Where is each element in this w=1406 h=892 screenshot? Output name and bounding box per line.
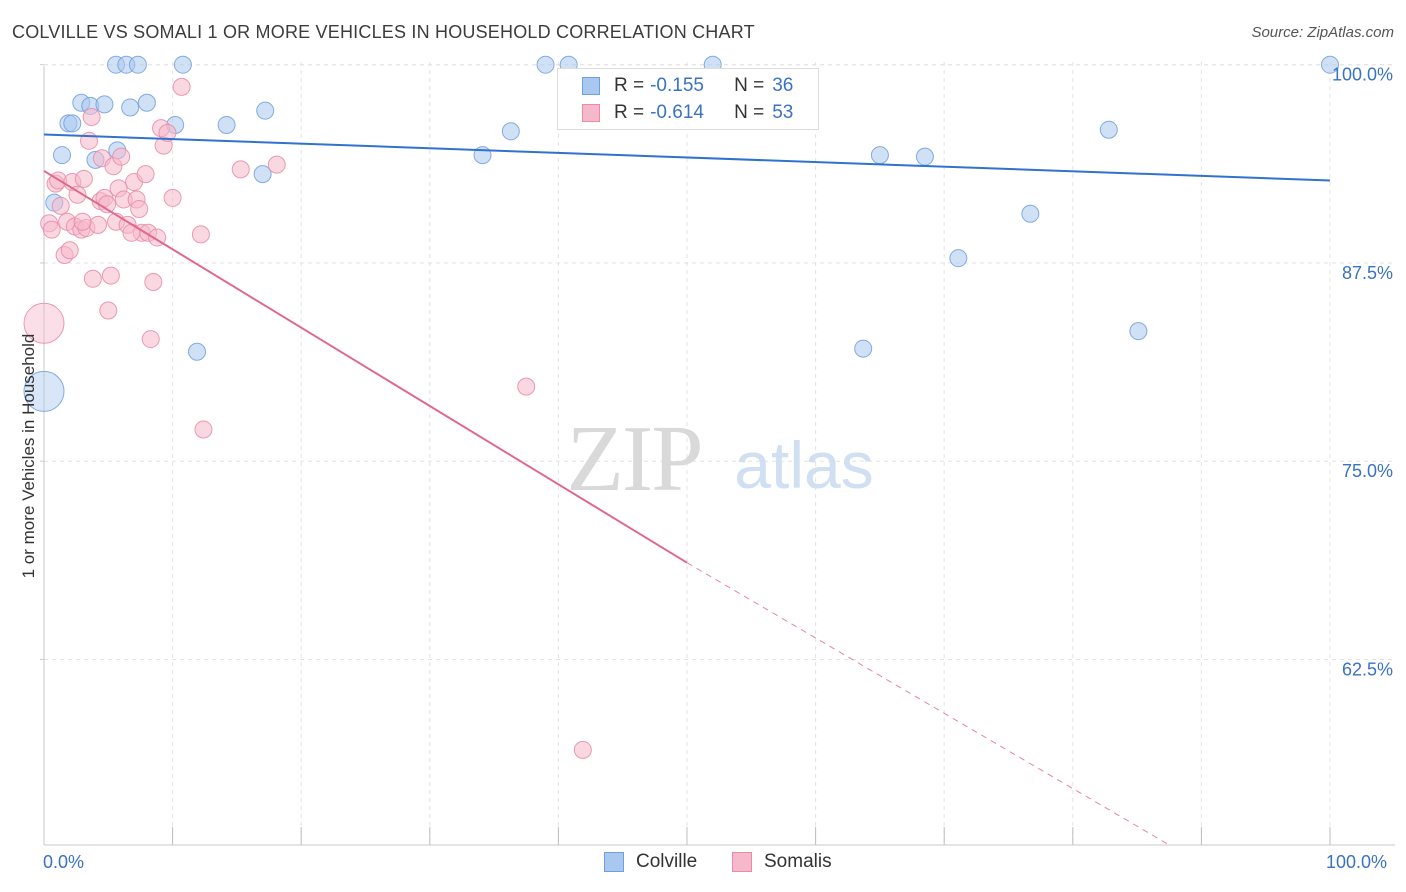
somali-point xyxy=(80,131,99,150)
legend-r-label: R = xyxy=(614,102,645,123)
somali-point xyxy=(74,169,93,188)
y-tick-label: 75.0% xyxy=(1342,461,1393,481)
watermark-zip: ZIP xyxy=(567,407,702,511)
chart-title: COLVILLE VS SOMALI 1 OR MORE VEHICLES IN… xyxy=(12,22,755,42)
bottom-legend-somalis: Somalis xyxy=(732,851,832,873)
legend-swatch-colville xyxy=(582,77,600,95)
colville-point xyxy=(188,342,207,361)
colville-point xyxy=(23,370,65,412)
legend-n-label: N = xyxy=(734,102,765,123)
trend-lines xyxy=(43,133,1331,846)
colville-point xyxy=(870,146,889,165)
x-tick-label-min: 0.0% xyxy=(43,852,85,872)
bottom-legend-swatch-somalis xyxy=(732,852,752,872)
somali-point xyxy=(191,225,210,244)
colville-trend-line xyxy=(43,133,1331,182)
somali-point xyxy=(158,123,177,142)
somali-point xyxy=(51,196,70,215)
somali-point xyxy=(82,108,101,127)
colville-point xyxy=(949,249,968,268)
somali-point xyxy=(42,220,61,239)
grid-lines xyxy=(44,62,1394,845)
somali-point xyxy=(60,241,79,260)
colville-point xyxy=(501,122,520,141)
somali-point xyxy=(517,377,536,396)
colville-point xyxy=(1099,120,1118,139)
somali-point xyxy=(130,200,149,219)
somali-point xyxy=(136,165,155,184)
colville-point xyxy=(121,98,140,117)
legend-swatch-somalis xyxy=(582,104,600,122)
colville-point xyxy=(253,165,272,184)
legend-r-value: -0.614 xyxy=(650,102,704,123)
x-tick-label-max: 100.0% xyxy=(1326,852,1388,872)
legend-r-label: R = xyxy=(614,75,645,96)
somali-point xyxy=(83,269,102,288)
somali-point xyxy=(231,160,250,179)
somali-point xyxy=(141,330,160,349)
somali-point xyxy=(101,266,120,285)
colville-point xyxy=(53,146,72,165)
legend: R = -0.155 N = 36 R = -0.614 N = 53 xyxy=(557,68,819,130)
somali-point xyxy=(73,212,92,231)
legend-row-somalis: R = -0.614 N = 53 xyxy=(582,100,793,126)
y-axis-label: 1 or more Vehicles in Household xyxy=(19,333,38,579)
somali-trend-line xyxy=(43,170,688,564)
somali-point xyxy=(23,302,65,344)
axes xyxy=(40,64,1395,846)
colville-point xyxy=(173,55,192,74)
somali-point xyxy=(172,77,191,96)
y-tick-labels: 62.5% 75.0% 87.5% 100.0% xyxy=(1332,65,1393,680)
bottom-legend-swatch-colville xyxy=(604,852,624,872)
colville-point xyxy=(137,93,156,112)
colville-point xyxy=(854,339,873,358)
source-label: Source: ZipAtlas.com xyxy=(1251,24,1394,41)
somali-point xyxy=(144,272,163,291)
somali-point xyxy=(573,740,592,759)
watermark: ZIP atlas xyxy=(567,407,874,511)
colville-point xyxy=(915,147,934,166)
somali-point xyxy=(68,185,87,204)
bottom-legend-colville: Colville xyxy=(604,851,697,873)
colville-point xyxy=(536,55,555,74)
colville-point xyxy=(1129,322,1148,341)
somali-trend-extension xyxy=(686,562,1170,846)
colville-point xyxy=(95,95,114,114)
colville-point xyxy=(217,115,236,134)
legend-r-value: -0.155 xyxy=(650,75,704,96)
legend-n-label: N = xyxy=(734,75,765,96)
somali-point xyxy=(99,301,118,320)
somali-point xyxy=(89,215,108,234)
colville-point xyxy=(128,55,147,74)
legend-row-colville: R = -0.155 N = 36 xyxy=(582,73,793,99)
colville-point xyxy=(256,101,275,120)
somali-point xyxy=(194,420,213,439)
watermark-atlas: atlas xyxy=(734,428,873,502)
y-tick-label: 62.5% xyxy=(1342,659,1393,679)
somali-point xyxy=(163,188,182,207)
colville-point xyxy=(1321,55,1339,74)
y-tick-label: 100.0% xyxy=(1332,65,1393,85)
legend-n-value: 53 xyxy=(772,102,794,123)
colville-point xyxy=(1021,204,1040,223)
somali-point xyxy=(112,147,131,166)
colville-point xyxy=(63,114,82,133)
somali-point xyxy=(267,155,286,174)
bottom-legend-label-somalis: Somalis xyxy=(764,851,832,872)
legend-n-value: 36 xyxy=(772,75,794,96)
y-tick-label: 87.5% xyxy=(1342,263,1393,283)
bottom-legend: Colville Somalis xyxy=(0,851,1406,877)
bottom-legend-label-colville: Colville xyxy=(636,851,698,872)
